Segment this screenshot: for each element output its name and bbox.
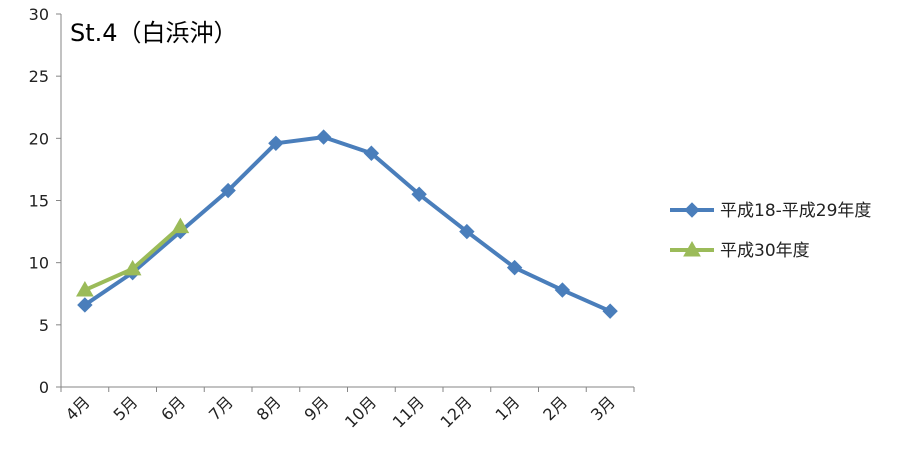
data-point (268, 135, 284, 152)
x-tick-label: 8月 (253, 392, 285, 424)
x-tick-label: 10月 (341, 392, 380, 431)
data-point (171, 217, 190, 234)
data-point (123, 259, 142, 276)
axes (56, 13, 635, 392)
y-tick-label: 0 (39, 378, 49, 397)
y-tick-label: 10 (29, 254, 49, 273)
data-point (315, 129, 332, 145)
x-tick-label: 7月 (205, 392, 237, 424)
x-tick-label: 2月 (539, 392, 571, 424)
y-tick-label: 25 (29, 67, 49, 86)
chart-title: St.4（白浜沖） (70, 19, 238, 47)
y-tick-label: 30 (29, 5, 49, 24)
data-point (411, 186, 427, 202)
data-point (76, 281, 94, 297)
legend-item: 平成30年度 (670, 240, 810, 261)
x-tick-labels: 4月 5月 6月 7月 8月 9月 10月 11月 12月 1月 2月 3月 (62, 392, 619, 431)
y-tick-label: 5 (39, 316, 49, 335)
legend-marker (684, 202, 700, 218)
y-tick-label: 15 (29, 192, 49, 211)
y-tick-label: 20 (29, 129, 49, 148)
data-point (459, 223, 475, 240)
data-point (220, 182, 236, 199)
x-tick-label: 3月 (587, 392, 619, 424)
data-point (554, 282, 571, 298)
data-point (602, 303, 618, 319)
data-point (77, 297, 93, 313)
legend-label: 平成30年度 (720, 241, 810, 261)
data-point (363, 145, 380, 161)
series-line (82, 224, 183, 293)
x-tick-label: 9月 (301, 392, 333, 424)
series-line (82, 135, 613, 314)
y-tick-labels: 0 5 10 15 20 25 30 (29, 5, 49, 397)
legend-item: 平成18-平成29年度 (670, 201, 871, 221)
x-tick-label: 6月 (157, 392, 189, 424)
series-2 (76, 217, 190, 297)
x-tick-label: 4月 (62, 392, 94, 424)
data-point (506, 259, 523, 276)
legend-marker (683, 240, 701, 257)
legend-label: 平成18-平成29年度 (720, 201, 871, 221)
x-tick-label: 11月 (389, 392, 428, 431)
series-1 (77, 129, 618, 319)
x-tick-label: 1月 (492, 392, 524, 424)
x-tick-label: 12月 (437, 392, 476, 431)
x-tick-label: 5月 (110, 392, 142, 424)
series-group (76, 129, 618, 319)
